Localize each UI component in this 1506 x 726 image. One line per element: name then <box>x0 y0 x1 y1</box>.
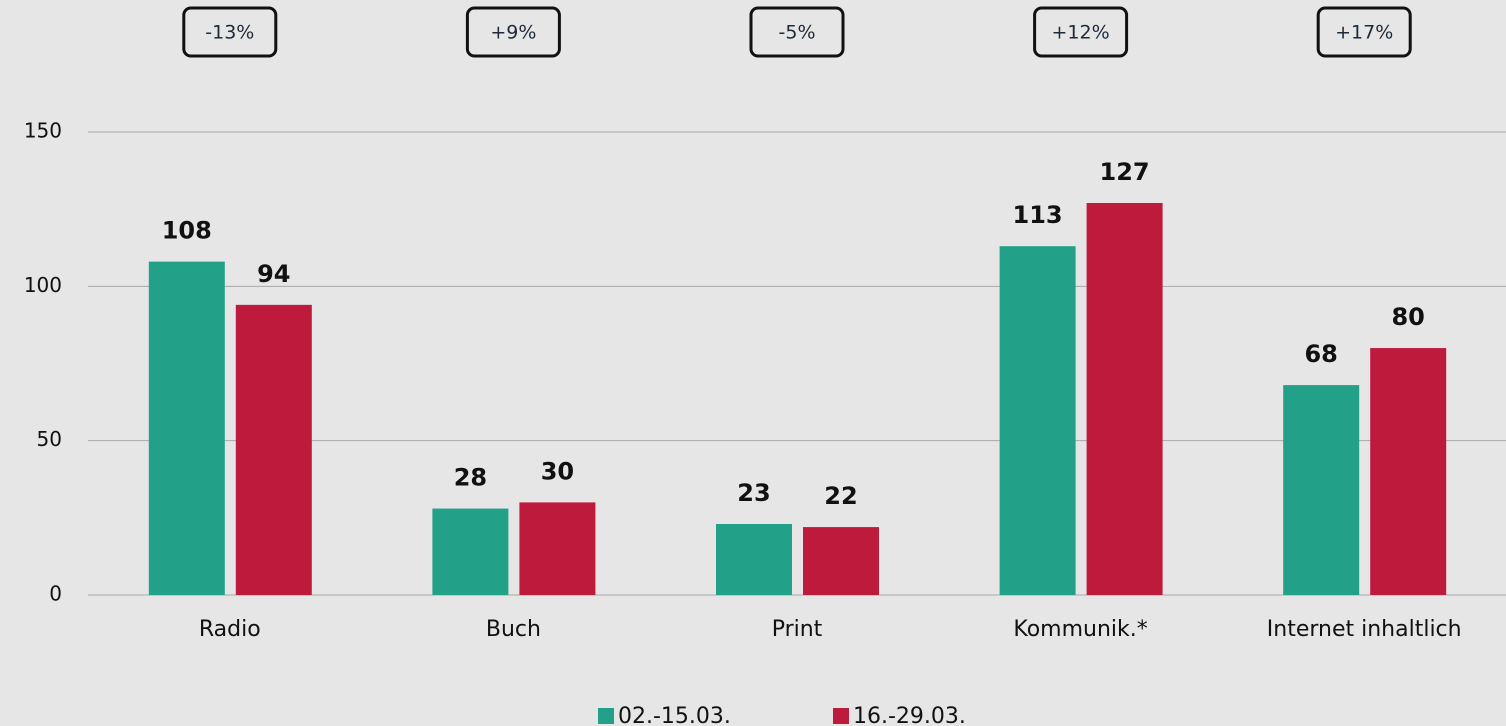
y-tick-label: 50 <box>37 427 62 451</box>
legend-swatch <box>833 708 849 724</box>
y-tick-label: 100 <box>24 273 62 297</box>
value-label: 30 <box>541 457 574 485</box>
x-tick-label: Radio <box>199 617 261 642</box>
value-label: 113 <box>1013 201 1063 229</box>
annotation: -13% <box>205 22 254 44</box>
bar <box>148 261 225 595</box>
annotation-box <box>1033 6 1129 58</box>
value-label: 108 <box>162 217 212 245</box>
annotation-box <box>749 6 845 58</box>
bar <box>803 527 879 595</box>
value-label: 22 <box>824 482 857 510</box>
x-tick-label: Kommunik.* <box>1013 617 1147 642</box>
bar <box>432 508 509 595</box>
annotation: +12% <box>1052 22 1110 44</box>
y-tick-label: 150 <box>24 119 62 143</box>
y-tick-label: 0 <box>49 582 62 606</box>
bar <box>1283 385 1360 595</box>
legend-label: 16.-29.03. <box>853 704 966 726</box>
x-tick-label: Internet inhaltlich <box>1267 617 1462 642</box>
annotation-box <box>1316 6 1412 58</box>
value-label: 80 <box>1391 303 1424 331</box>
annotation-box <box>465 6 561 58</box>
x-tick-label: Print <box>772 617 823 642</box>
value-label: 127 <box>1100 158 1150 186</box>
annotation: +17% <box>1335 22 1393 44</box>
x-tick-label: Buch <box>486 617 541 642</box>
value-label: 28 <box>454 464 487 492</box>
bar <box>519 502 596 595</box>
bar <box>1370 348 1447 595</box>
legend-swatch <box>598 708 614 724</box>
bar <box>235 304 312 595</box>
value-label: 94 <box>257 260 290 288</box>
bar <box>999 246 1076 595</box>
bar <box>716 524 792 595</box>
legend-label: 02.-15.03. <box>618 704 731 726</box>
annotation: -5% <box>779 22 816 44</box>
annotation: +9% <box>490 22 536 44</box>
annotation-box <box>182 6 278 58</box>
value-label: 23 <box>737 479 770 507</box>
bar <box>1086 202 1163 595</box>
value-label: 68 <box>1304 340 1337 368</box>
